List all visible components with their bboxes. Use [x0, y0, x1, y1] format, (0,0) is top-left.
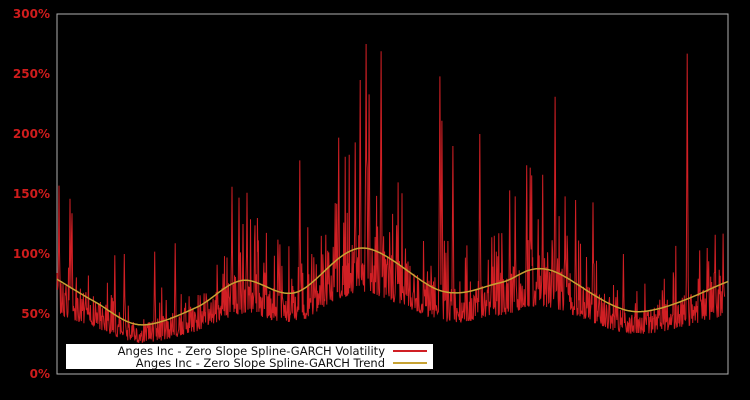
y-tick-label: 300% — [13, 7, 50, 21]
y-tick-label: 150% — [13, 187, 50, 201]
y-tick-label: 250% — [13, 67, 50, 81]
legend-label-trend: Anges Inc - Zero Slope Spline-GARCH Tren… — [135, 355, 385, 370]
trend-series — [56, 247, 729, 326]
legend-line-sample-volatility — [393, 349, 427, 352]
legend: Anges Inc - Zero Slope Spline-GARCH Vola… — [66, 344, 433, 369]
legend-row-volatility: Anges Inc - Zero Slope Spline-GARCH Vola… — [66, 345, 433, 357]
legend-label-volatility: Anges Inc - Zero Slope Spline-GARCH Vola… — [117, 343, 385, 358]
legend-row-trend: Anges Inc - Zero Slope Spline-GARCH Tren… — [66, 357, 433, 369]
y-tick-label: 200% — [13, 127, 50, 141]
legend-line-sample-trend — [393, 361, 427, 364]
y-tick-label: 0% — [30, 367, 50, 381]
y-tick-label: 50% — [21, 307, 50, 321]
y-tick-label: 100% — [13, 247, 50, 261]
plot-frame — [56, 13, 729, 375]
volatility-series — [56, 43, 726, 344]
